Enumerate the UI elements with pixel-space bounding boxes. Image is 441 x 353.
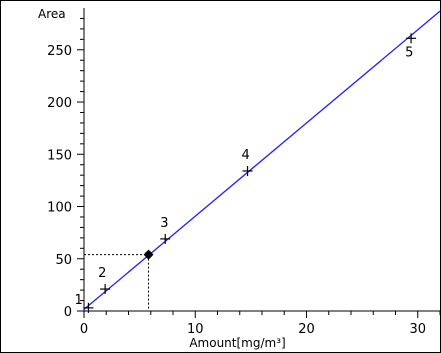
y-tick-label: 250 (47, 44, 72, 59)
fit-line-group (83, 10, 441, 310)
x-tick-label: 0 (80, 322, 88, 337)
y-tick-label: 0 (64, 305, 72, 320)
data-point (100, 284, 111, 295)
data-point (406, 33, 417, 44)
fit-line (83, 10, 441, 310)
x-tick-label: 20 (298, 322, 315, 337)
x-tick-label: 30 (409, 322, 426, 337)
data-point (160, 233, 171, 244)
y-tick-label: 200 (47, 96, 72, 111)
data-points: 1 2 3 4 5 (74, 33, 417, 313)
marker-dot (144, 250, 153, 259)
data-point (83, 302, 94, 313)
y-tick-label: 100 (47, 201, 72, 216)
y-tick-label: 150 (47, 148, 72, 163)
data-point-label: 3 (160, 216, 168, 231)
y-tick-label: 50 (55, 253, 72, 268)
axes (83, 8, 440, 317)
x-axis-title: Amount[mg/m³] (189, 336, 285, 350)
data-point-label: 1 (74, 293, 82, 308)
ticks: 0 50 100 150 200 250 0 10 20 30 (47, 17, 441, 337)
x-tick-label: 10 (187, 322, 204, 337)
marker-group (143, 249, 154, 260)
data-point-label: 5 (405, 45, 413, 60)
data-point (242, 165, 253, 176)
marker-guides (84, 254, 150, 311)
y-axis-title: Area (38, 7, 66, 21)
data-point-label: 4 (242, 148, 250, 163)
data-point-label: 2 (98, 266, 106, 281)
